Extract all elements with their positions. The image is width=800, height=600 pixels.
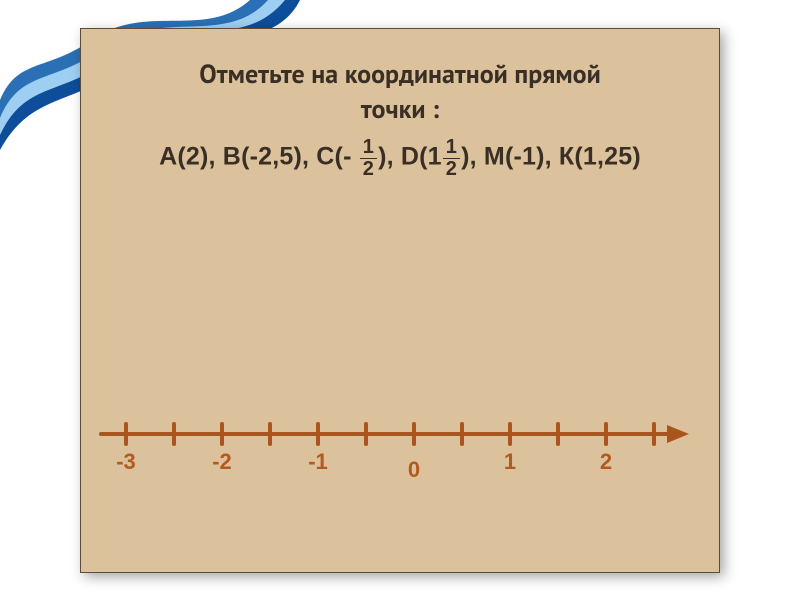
points-list: А(2), В(-2,5), С(- 12), D(112), М(-1), К… bbox=[91, 137, 709, 179]
tick-label: 1 bbox=[504, 449, 516, 475]
points-part-mid: ), D(1 bbox=[378, 143, 442, 171]
tick-label: -1 bbox=[308, 449, 328, 475]
task-text: Отметьте на координатной прямой точки : … bbox=[91, 57, 709, 179]
number-line-svg bbox=[91, 419, 711, 449]
fraction-d: 12 bbox=[442, 137, 461, 179]
frac2-den: 2 bbox=[443, 159, 460, 179]
frac2-num: 1 bbox=[443, 137, 460, 158]
tick-label: -3 bbox=[116, 449, 136, 475]
tick-label: 2 bbox=[600, 449, 612, 475]
frac1-num: 1 bbox=[360, 137, 377, 158]
number-line: -3-2-1012 bbox=[91, 419, 709, 449]
title-line-2: точки : bbox=[361, 93, 439, 126]
points-part-a: А(2), В(-2,5), С(- bbox=[159, 143, 359, 171]
title-line-1: Отметьте на координатной прямой bbox=[199, 58, 601, 91]
points-part-suffix: ), М(-1), К(1,25) bbox=[461, 143, 641, 171]
fraction-c: 12 bbox=[359, 137, 378, 179]
frac1-den: 2 bbox=[360, 159, 377, 179]
tick-label: 0 bbox=[408, 457, 420, 483]
tick-label: -2 bbox=[212, 449, 232, 475]
slide-card: Отметьте на координатной прямой точки : … bbox=[80, 28, 720, 573]
